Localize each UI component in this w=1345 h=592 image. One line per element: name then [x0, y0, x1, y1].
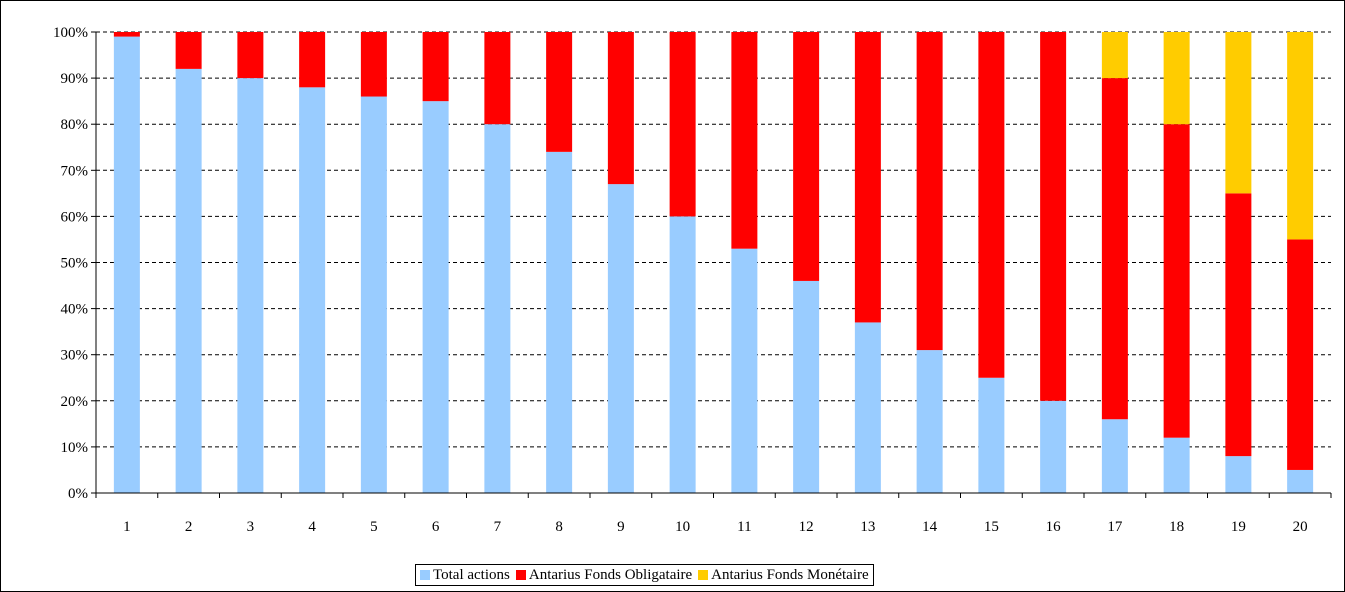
y-tick-label: 80%: [61, 117, 89, 133]
legend-swatch: [698, 570, 709, 580]
bar-segment: [546, 32, 573, 152]
legend-swatch: [420, 570, 430, 580]
x-tick-label: 12: [799, 519, 814, 535]
y-tick-label: 90%: [61, 71, 89, 87]
y-tick-label: 0%: [68, 486, 88, 502]
bar-segment: [978, 377, 1005, 493]
x-tick-label: 13: [860, 519, 875, 535]
bar-segment: [237, 32, 264, 79]
bar-segment: [1163, 124, 1190, 438]
bar-segment: [731, 248, 758, 493]
bar-segment: [916, 350, 943, 493]
bar-segment: [113, 36, 140, 494]
bar-segment: [1101, 78, 1128, 420]
bar-segment: [731, 32, 758, 249]
bar-segment: [793, 280, 820, 493]
bar-segment: [422, 32, 449, 102]
bar-segment: [1101, 32, 1128, 79]
x-tick-label: 1: [123, 519, 131, 535]
bar-segment: [360, 32, 387, 97]
legend-label: Antarius Fonds Obligataire: [528, 566, 693, 583]
bar-segment: [793, 32, 820, 281]
y-tick-label: 70%: [61, 163, 89, 179]
x-tick-label: 8: [555, 519, 563, 535]
y-tick-label: 30%: [61, 348, 89, 364]
y-tick-label: 50%: [61, 256, 89, 272]
legend-entry: Antarius Fonds Monétaire: [698, 566, 869, 584]
bar-segment: [1287, 469, 1314, 493]
bar-segment: [1287, 239, 1314, 470]
bar-segment: [484, 124, 511, 493]
x-tick-label: 10: [675, 519, 690, 535]
bar-segment: [299, 87, 326, 493]
legend: Total actions Antarius Fonds Obligataire A…: [415, 564, 874, 586]
x-tick-label: 19: [1231, 519, 1246, 535]
bars: [113, 32, 1314, 494]
bar-segment: [669, 32, 696, 217]
x-tick-label: 11: [737, 519, 751, 535]
bar-segment: [1101, 419, 1128, 493]
legend-entry: Total actions: [420, 567, 510, 584]
y-tick-label: 60%: [61, 209, 89, 225]
x-tick-label: 16: [1046, 519, 1062, 535]
bar-segment: [1040, 400, 1067, 493]
legend-label: Total actions: [433, 566, 510, 583]
x-tick-label: 15: [984, 519, 999, 535]
axes: 0%10%20%30%40%50%60%70%80%90%100%1 2 3 4 5 6 7…: [53, 25, 1332, 535]
y-tick-label: 40%: [61, 302, 89, 318]
bar-segment: [1225, 456, 1252, 493]
bar-segment: [916, 32, 943, 351]
bar-segment: [1225, 193, 1252, 457]
x-tick-label: 7: [494, 519, 502, 535]
x-tick-label: 6: [432, 519, 440, 535]
y-tick-label: 20%: [61, 394, 89, 410]
bar-segment: [1287, 32, 1314, 240]
bar-segment: [175, 32, 202, 69]
bar-segment: [484, 32, 511, 125]
bar-segment: [360, 96, 387, 493]
x-tick-label: 14: [922, 519, 938, 535]
x-tick-label: 4: [308, 519, 316, 535]
bar-segment: [607, 184, 634, 493]
legend-entry: Antarius Fonds Obligataire: [515, 566, 693, 584]
bar-segment: [1163, 437, 1190, 493]
bar-segment: [546, 151, 573, 494]
bar-segment: [299, 32, 326, 88]
bar-segment: [237, 78, 264, 493]
x-tick-label: 5: [370, 519, 378, 535]
y-tick-label: 10%: [61, 440, 89, 456]
x-tick-label: 3: [247, 519, 255, 535]
bar-segment: [175, 68, 202, 493]
x-tick-label: 20: [1293, 519, 1308, 535]
bar-segment: [1163, 32, 1190, 125]
gridlines: [96, 31, 1331, 448]
x-tick-label: 18: [1169, 519, 1184, 535]
legend-swatch: [515, 570, 526, 580]
bar-segment: [1040, 32, 1067, 401]
bar-segment: [669, 216, 696, 493]
bar-segment: [607, 32, 634, 185]
bar-segment: [422, 101, 449, 494]
bar-segment: [854, 32, 881, 323]
legend-label: Antarius Fonds Monétaire: [711, 566, 869, 583]
y-tick-label: 100%: [53, 25, 88, 41]
x-tick-label: 9: [617, 519, 625, 535]
bar-segment: [1225, 32, 1252, 194]
bar-segment: [854, 322, 881, 493]
bar-segment: [113, 32, 140, 37]
x-tick-label: 17: [1107, 519, 1123, 535]
x-tick-label: 2: [185, 519, 193, 535]
bar-segment: [978, 32, 1005, 378]
